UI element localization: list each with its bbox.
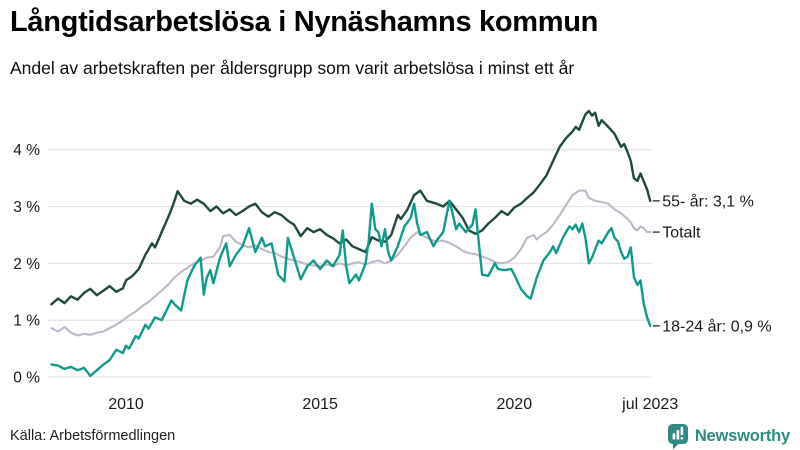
series-end-label: Totalt: [662, 225, 701, 242]
y-tick-label: 3 %: [13, 199, 40, 216]
page-title: Långtidsarbetslösa i Nynäshamns kommun: [10, 6, 599, 38]
newsworthy-speech-bubble-bar-chart-icon: [667, 424, 688, 450]
y-tick-label: 2 %: [13, 256, 40, 273]
x-tick-label: jul 2023: [621, 396, 678, 413]
series-line-55-r: [50, 109, 652, 306]
x-tick-label: 2010: [108, 396, 144, 413]
x-tick-label: 2020: [497, 396, 533, 413]
series-end-label: 18-24 år: 0,9 %: [662, 317, 771, 335]
newsworthy-wordmark: Newsworthy: [694, 426, 790, 445]
series-line-18-24-r: [50, 199, 652, 378]
y-tick-label: 4 %: [13, 142, 40, 159]
series-end-label: 55- år: 3,1 %: [662, 192, 754, 210]
newsworthy-brand: Newsworthy: [667, 422, 790, 450]
page-subtitle: Andel av arbetskraften per åldersgrupp s…: [10, 58, 575, 78]
y-tick-label: 1 %: [13, 313, 40, 330]
source-note: Källa: Arbetsförmedlingen: [10, 428, 176, 444]
y-tick-label: 0 %: [13, 370, 40, 387]
x-tick-label: 2015: [302, 396, 338, 413]
